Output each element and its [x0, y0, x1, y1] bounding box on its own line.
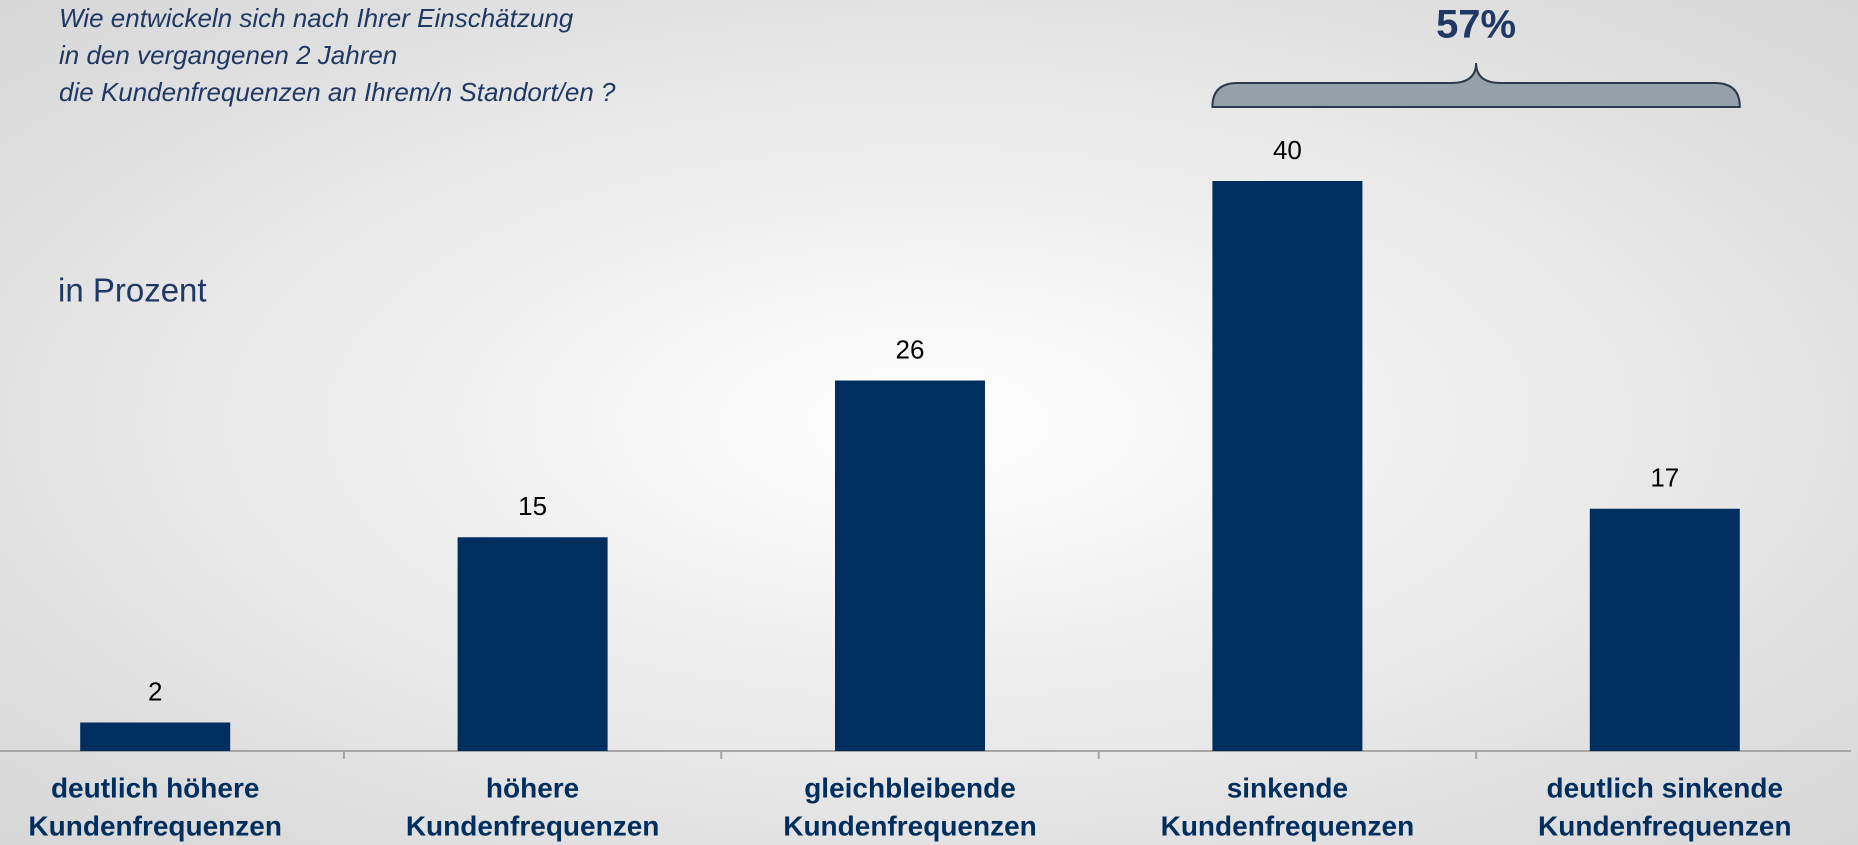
title-line: die Kundenfrequenzen an Ihrem/n Standort… [59, 77, 616, 107]
value-label: 2 [148, 676, 162, 706]
x-tick-label: Kundenfrequenzen [783, 810, 1037, 841]
value-label: 17 [1650, 463, 1679, 493]
x-tick-label: Kundenfrequenzen [406, 810, 660, 841]
x-tick-label: Kundenfrequenzen [1538, 810, 1792, 841]
x-tick-label: Kundenfrequenzen [28, 810, 282, 841]
bar [457, 537, 608, 751]
x-tick-label: gleichbleibende [804, 772, 1016, 803]
annotation: 57% [1436, 3, 1516, 47]
value-label: 15 [518, 491, 547, 521]
x-tick-label: sinkende [1227, 772, 1348, 803]
bar [80, 722, 231, 751]
bar [835, 380, 985, 751]
bar [1212, 181, 1363, 751]
title-line: in den vergangenen 2 Jahren [59, 40, 397, 70]
bar [1589, 508, 1740, 751]
title-line: Wie entwickeln sich nach Ihrer Einschätz… [59, 3, 574, 33]
subtitle: in Prozent [58, 272, 207, 309]
title: Wie entwickeln sich nach Ihrer Einschätz… [59, 3, 616, 107]
x-tick-label: deutlich höhere [51, 772, 259, 803]
value-label: 26 [896, 334, 925, 364]
value-label: 40 [1273, 135, 1302, 165]
x-tick-label: Kundenfrequenzen [1161, 810, 1415, 841]
brace [1211, 62, 1741, 108]
x-tick-label: höhere [486, 772, 579, 803]
x-tick-label: deutlich sinkende [1547, 772, 1784, 803]
